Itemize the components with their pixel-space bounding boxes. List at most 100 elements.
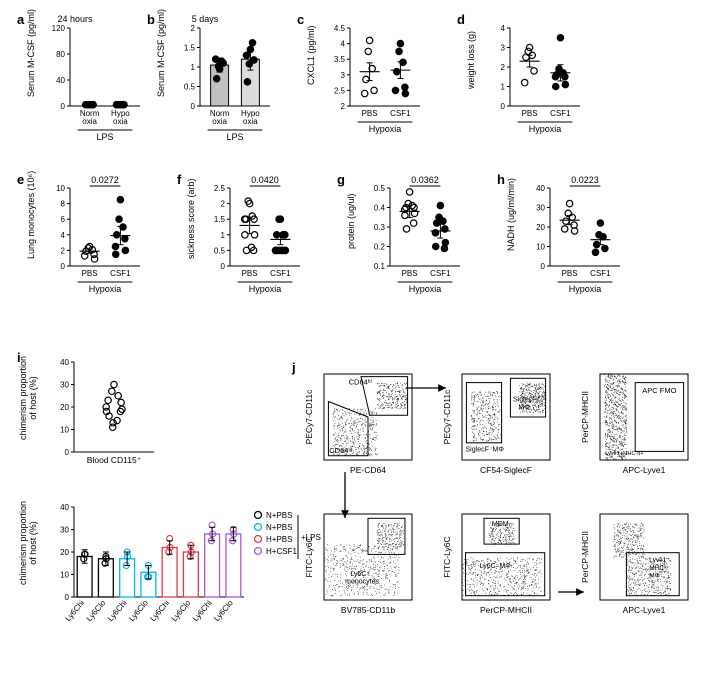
svg-text:CSF1: CSF1 bbox=[430, 269, 451, 278]
svg-text:Blood CD115⁺: Blood CD115⁺ bbox=[87, 455, 142, 465]
svg-text:oxia: oxia bbox=[113, 117, 128, 126]
svg-text:0.4: 0.4 bbox=[374, 204, 386, 213]
svg-text:CSF1: CSF1 bbox=[270, 269, 291, 278]
svg-text:0.0362: 0.0362 bbox=[411, 175, 439, 185]
svg-text:8: 8 bbox=[61, 200, 66, 209]
svg-text:PBS: PBS bbox=[362, 109, 378, 118]
svg-text:oxia: oxia bbox=[212, 117, 227, 126]
svg-text:Ly6Clo: Ly6Clo bbox=[170, 598, 193, 623]
svg-text:APC-Lyve1: APC-Lyve1 bbox=[623, 465, 666, 475]
svg-text:CSF1: CSF1 bbox=[390, 109, 411, 118]
svg-text:CSF1: CSF1 bbox=[110, 269, 131, 278]
svg-text:4: 4 bbox=[61, 231, 66, 240]
svg-text:0.3: 0.3 bbox=[374, 223, 386, 232]
svg-text:0: 0 bbox=[501, 102, 506, 111]
svg-text:0: 0 bbox=[65, 448, 70, 457]
svg-text:N+PBS: N+PBS bbox=[266, 523, 292, 532]
svg-text:0.5: 0.5 bbox=[214, 246, 226, 255]
svg-text:4: 4 bbox=[341, 40, 346, 49]
svg-text:Lyve1+MHC-II+: Lyve1+MHC-II+ bbox=[605, 451, 643, 457]
svg-text:40: 40 bbox=[60, 358, 69, 367]
svg-text:30: 30 bbox=[60, 381, 69, 390]
svg-text:MHCˡᵒ: MHCˡᵒ bbox=[649, 565, 668, 572]
svg-text:3.5: 3.5 bbox=[334, 55, 346, 64]
svg-text:0: 0 bbox=[191, 102, 196, 111]
svg-text:PBS: PBS bbox=[82, 269, 98, 278]
svg-text:CD64ˡᵒ: CD64ˡᵒ bbox=[329, 446, 352, 455]
svg-text:oxia: oxia bbox=[243, 117, 258, 126]
svg-text:Hypoxia: Hypoxia bbox=[249, 284, 282, 294]
svg-text:CF54-SiglecF: CF54-SiglecF bbox=[480, 465, 532, 475]
svg-text:20: 20 bbox=[60, 548, 69, 557]
svg-text:2: 2 bbox=[341, 102, 346, 111]
svg-text:LPS: LPS bbox=[96, 132, 113, 142]
svg-text:Ly6Clo: Ly6Clo bbox=[127, 598, 150, 623]
svg-text:MΦ: MΦ bbox=[649, 573, 660, 580]
svg-text:0.0223: 0.0223 bbox=[571, 175, 599, 185]
svg-text:Lyve1⁺: Lyve1⁺ bbox=[649, 557, 670, 564]
svg-text:40: 40 bbox=[56, 76, 65, 85]
svg-text:Ly6C⁻MΦ: Ly6C⁻MΦ bbox=[480, 563, 512, 570]
svg-text:1.5: 1.5 bbox=[184, 44, 196, 53]
svg-text:PE-CD64: PE-CD64 bbox=[350, 465, 386, 475]
svg-text:20: 20 bbox=[536, 223, 545, 232]
svg-text:1: 1 bbox=[191, 63, 196, 72]
svg-text:1.5: 1.5 bbox=[214, 215, 226, 224]
svg-text:0.5: 0.5 bbox=[374, 184, 386, 193]
svg-text:PBS: PBS bbox=[562, 269, 578, 278]
svg-text:20: 20 bbox=[60, 403, 69, 412]
svg-text:PECy7-CD11c: PECy7-CD11c bbox=[442, 389, 452, 444]
svg-text:2.5: 2.5 bbox=[214, 184, 226, 193]
svg-text:PBS: PBS bbox=[242, 269, 258, 278]
svg-text:0: 0 bbox=[61, 262, 66, 271]
svg-text:30: 30 bbox=[536, 204, 545, 213]
svg-text:120: 120 bbox=[52, 24, 66, 33]
svg-text:Hypoxia: Hypoxia bbox=[89, 284, 122, 294]
svg-text:Ly6C⁺: Ly6C⁺ bbox=[350, 571, 370, 578]
svg-text:10: 10 bbox=[60, 426, 69, 435]
svg-text:MDM: MDM bbox=[492, 521, 509, 528]
svg-text:Hypoxia: Hypoxia bbox=[369, 124, 402, 134]
svg-text:Hypoxia: Hypoxia bbox=[409, 284, 442, 294]
svg-text:CD64ʰⁱ: CD64ʰⁱ bbox=[349, 377, 372, 386]
svg-text:FITC-Ly6C: FITC-Ly6C bbox=[442, 536, 452, 577]
svg-text:SiglecF⁺: SiglecF⁺ bbox=[513, 397, 540, 404]
svg-text:Ly6Chi: Ly6Chi bbox=[63, 598, 86, 623]
svg-text:40: 40 bbox=[60, 503, 69, 512]
svg-text:10: 10 bbox=[60, 571, 69, 580]
svg-text:Hypoxia: Hypoxia bbox=[569, 284, 602, 294]
svg-text:0: 0 bbox=[61, 102, 66, 111]
svg-text:SiglecF⁻MΦ: SiglecF⁻MΦ bbox=[466, 446, 505, 453]
svg-text:CSF1: CSF1 bbox=[590, 269, 611, 278]
svg-text:40: 40 bbox=[536, 184, 545, 193]
svg-text:H+PBS: H+PBS bbox=[266, 535, 292, 544]
svg-text:6: 6 bbox=[61, 215, 66, 224]
svg-text:0: 0 bbox=[65, 593, 70, 602]
svg-text:Hypoxia: Hypoxia bbox=[529, 124, 562, 134]
svg-text:4: 4 bbox=[501, 24, 506, 33]
svg-text:BV785-CD11b: BV785-CD11b bbox=[341, 605, 395, 615]
svg-text:10: 10 bbox=[536, 243, 545, 252]
svg-text:4.5: 4.5 bbox=[334, 24, 346, 33]
svg-text:MΦ: MΦ bbox=[518, 404, 530, 411]
svg-text:PBS: PBS bbox=[402, 269, 418, 278]
svg-text:PerCP-MHCII: PerCP-MHCII bbox=[580, 391, 590, 443]
svg-text:2: 2 bbox=[61, 246, 66, 255]
svg-text:PBS: PBS bbox=[522, 109, 538, 118]
svg-text:H+CSF1: H+CSF1 bbox=[266, 547, 297, 556]
svg-text:0.1: 0.1 bbox=[374, 262, 386, 271]
svg-text:PerCP-MHCII: PerCP-MHCII bbox=[580, 531, 590, 583]
svg-text:FITC-Ly6C: FITC-Ly6C bbox=[304, 536, 314, 577]
svg-text:PECy7-CD11c: PECy7-CD11c bbox=[304, 389, 314, 444]
svg-text:0: 0 bbox=[221, 262, 226, 271]
svg-text:APC-Lyve1: APC-Lyve1 bbox=[623, 605, 666, 615]
svg-text:1: 1 bbox=[221, 231, 226, 240]
svg-text:0.5: 0.5 bbox=[184, 83, 196, 92]
svg-text:PerCP-MHCII: PerCP-MHCII bbox=[480, 605, 532, 615]
svg-text:LPS: LPS bbox=[226, 132, 243, 142]
svg-text:2: 2 bbox=[191, 24, 196, 33]
svg-text:10: 10 bbox=[56, 184, 65, 193]
svg-text:0.0420: 0.0420 bbox=[251, 175, 279, 185]
svg-text:monocytes: monocytes bbox=[345, 579, 379, 586]
svg-text:0.0272: 0.0272 bbox=[91, 175, 119, 185]
